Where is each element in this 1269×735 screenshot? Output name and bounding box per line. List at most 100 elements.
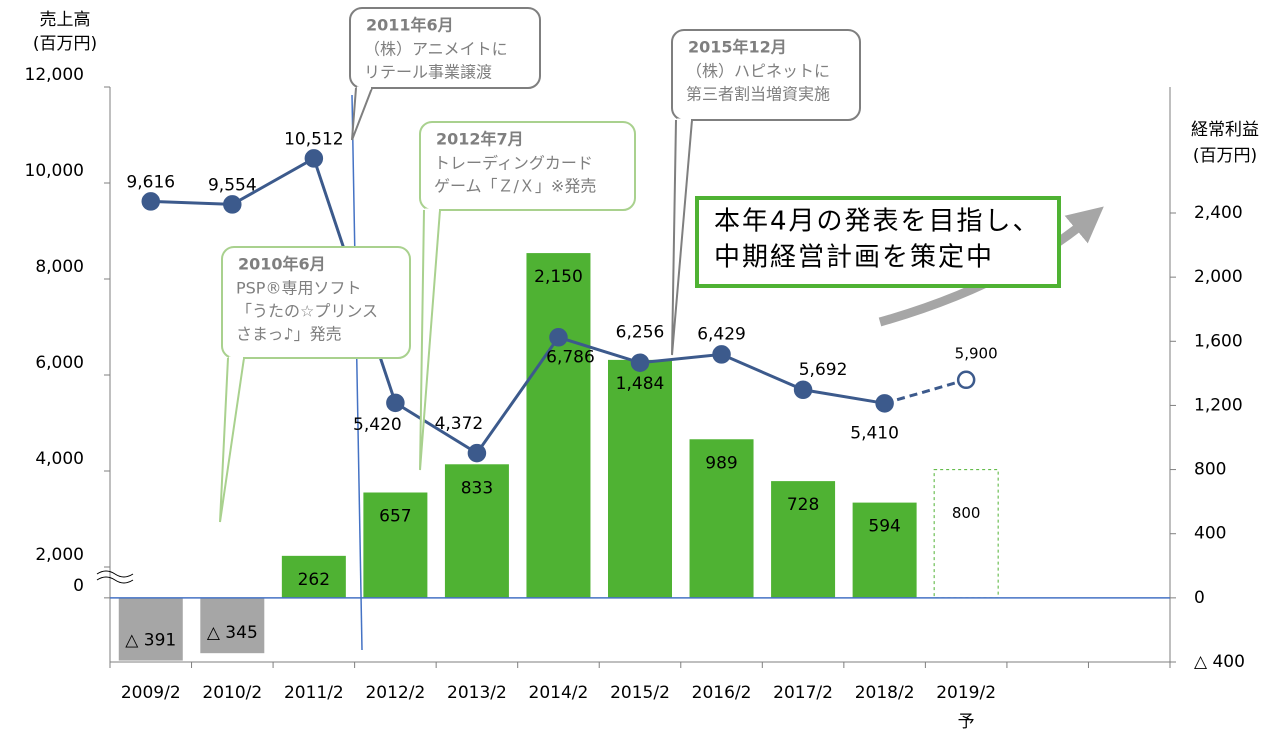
callout-box xyxy=(221,246,411,359)
bar-label: 1,484 xyxy=(616,374,665,394)
bar-label: 833 xyxy=(461,478,493,498)
callout-tail xyxy=(671,119,693,356)
x-tick-label: 2019/2 xyxy=(936,683,996,703)
callout-title: 2012年7月 xyxy=(436,130,524,149)
point-label: 5,420 xyxy=(353,415,402,435)
line-point xyxy=(956,370,976,390)
bar xyxy=(363,492,428,598)
callout-line: （株）ハピネットに xyxy=(686,62,830,81)
bar-label: 800 xyxy=(952,504,981,522)
y-axis-title: 売上高 xyxy=(40,10,91,30)
y-tick-label: 2,000 xyxy=(35,545,84,565)
y2-tick-label: △ 400 xyxy=(1194,652,1245,672)
line-point xyxy=(386,393,405,413)
bar xyxy=(933,469,999,599)
bar xyxy=(118,597,183,661)
line-point xyxy=(223,195,242,214)
point-label: 6,429 xyxy=(697,324,746,344)
line-point xyxy=(304,149,324,168)
callout-line: PSP®専用ソフト xyxy=(236,279,361,298)
bar-label: 262 xyxy=(298,570,330,590)
divider xyxy=(351,94,363,651)
bar-label: △ 345 xyxy=(207,623,258,643)
point-label: 9,554 xyxy=(208,175,257,195)
message-line: 本年4月の発表を目指し、 xyxy=(714,207,1041,237)
line-forecast xyxy=(884,378,967,405)
callout-box xyxy=(671,29,861,121)
callout-line: トレーディングカード xyxy=(434,154,593,173)
bar-label: 657 xyxy=(379,507,411,527)
bar xyxy=(771,481,836,598)
x-tick-label: 2014/2 xyxy=(529,683,589,703)
y2-tick-label: 400 xyxy=(1194,524,1226,544)
x-tick-label: 2013/2 xyxy=(447,683,507,703)
line xyxy=(150,156,885,456)
point-label: 5,410 xyxy=(850,423,899,443)
x-tick-label: 2010/2 xyxy=(202,683,262,703)
callout-box xyxy=(349,7,541,89)
x-tick-label: 2011/2 xyxy=(284,683,344,703)
message-box xyxy=(695,196,1061,288)
callout-box xyxy=(419,121,636,211)
point-label: 6,256 xyxy=(616,323,665,343)
bar xyxy=(689,439,754,598)
bar-label: 2,150 xyxy=(534,267,583,287)
y2-tick-label: 2,000 xyxy=(1194,267,1243,287)
point-label: 5,900 xyxy=(955,344,998,362)
y-tick-label: 12,000 xyxy=(25,65,84,85)
line-point xyxy=(467,443,487,463)
y-axis-title: (百万円) xyxy=(33,34,97,54)
y-tick-label: 8,000 xyxy=(35,257,84,277)
line-point xyxy=(630,353,650,372)
y2-tick-label: 800 xyxy=(1194,460,1226,480)
callout-tail xyxy=(219,357,245,523)
axis-break xyxy=(96,570,134,584)
callout-title: 2011年6月 xyxy=(366,16,454,35)
y-tick-label: 6,000 xyxy=(35,353,84,373)
y-tick-label: 4,000 xyxy=(35,449,84,469)
bar xyxy=(444,464,509,598)
message-line: 中期経営計画を策定中 xyxy=(714,243,994,273)
y2-tick-label: 1,200 xyxy=(1194,395,1243,415)
x-tick-label: 2009/2 xyxy=(121,683,181,703)
line-point xyxy=(793,380,813,400)
callout-line: （株）アニメイトに xyxy=(364,40,508,59)
y-tick-label: 10,000 xyxy=(25,161,84,181)
callout-line: ゲーム「Ｚ/Ｘ」※発売 xyxy=(434,177,596,196)
line-point xyxy=(549,328,568,347)
point-label: 6,786 xyxy=(546,347,595,367)
callout-line: さまっ♪」発売 xyxy=(236,325,342,344)
callout-tail xyxy=(351,87,373,141)
bar-label: 594 xyxy=(868,517,900,537)
y2-tick-label: 2,400 xyxy=(1194,203,1243,223)
callout-line: 「うたの☆プリンス xyxy=(236,302,378,321)
point-label: 10,512 xyxy=(284,129,343,149)
y2-axis-title: (百万円) xyxy=(1193,146,1257,166)
bar-label: 989 xyxy=(705,453,737,473)
bar xyxy=(200,597,265,654)
forecast-note: 予 xyxy=(958,712,975,732)
callout-line: 第三者割当増資実施 xyxy=(686,85,830,104)
x-tick-label: 2018/2 xyxy=(855,683,915,703)
y2-tick-label: 1,600 xyxy=(1194,331,1243,351)
x-tick-label: 2015/2 xyxy=(610,683,670,703)
x-tick-label: 2017/2 xyxy=(773,683,833,703)
y-tick-label: 0 xyxy=(73,576,84,596)
bar xyxy=(608,359,672,598)
x-tick-label: 2016/2 xyxy=(692,683,752,703)
x-tick-label: 2012/2 xyxy=(365,683,425,703)
callout-tail xyxy=(419,209,441,471)
bar xyxy=(526,253,591,598)
line-point xyxy=(875,394,894,413)
bar xyxy=(281,555,346,598)
callout-title: 2015年12月 xyxy=(688,38,787,57)
line-point xyxy=(712,345,731,364)
bar-label: 728 xyxy=(787,495,819,515)
y2-axis-title: 経常利益 xyxy=(1191,120,1259,140)
bar-label: △ 391 xyxy=(125,631,176,651)
callout-title: 2010年6月 xyxy=(238,255,326,274)
point-label: 9,616 xyxy=(126,172,175,192)
line-point xyxy=(141,192,161,211)
callout-line: リテール事業譲渡 xyxy=(364,63,492,82)
